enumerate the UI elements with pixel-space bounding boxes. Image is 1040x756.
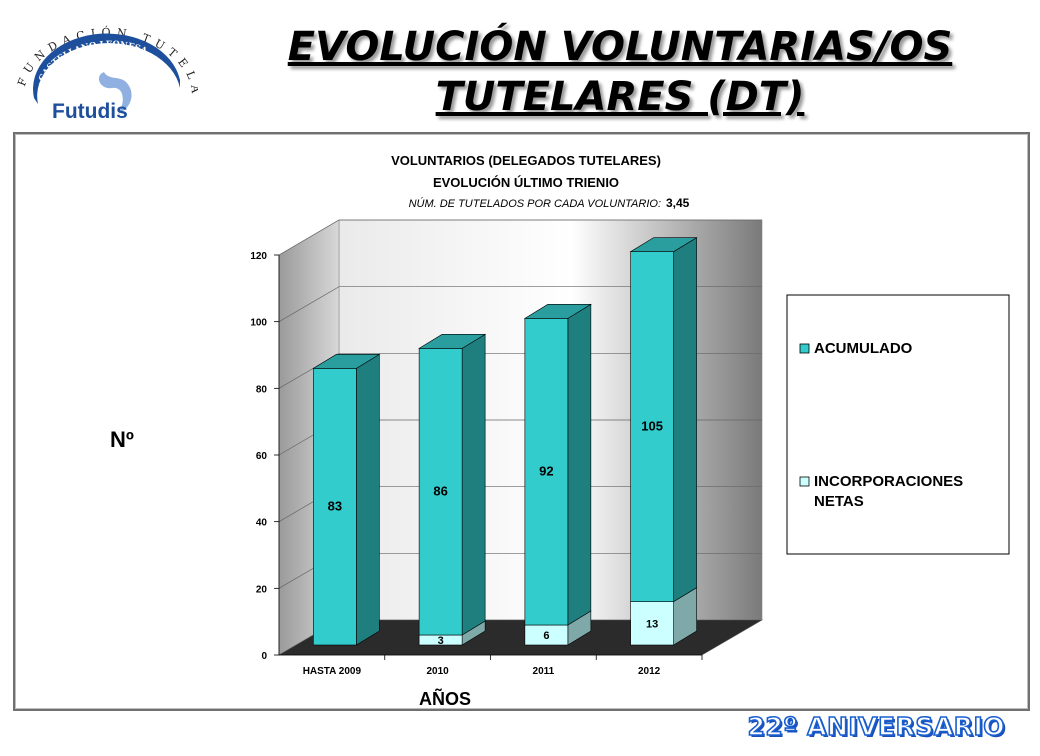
bar-acumulado-side — [461, 333, 486, 636]
legend-label-incorporaciones-line-2: NETAS — [814, 493, 864, 510]
x-tick-label: 2010 — [427, 666, 450, 677]
page-title: EVOLUCIÓN VOLUNTARIAS/OS TUTELARES (DT) — [200, 22, 1040, 122]
y-tick-label: 120 — [250, 251, 267, 262]
bar-acumulado-side — [673, 237, 697, 603]
legend-swatch-acumulado — [799, 343, 810, 354]
bar-acumulado — [313, 368, 357, 646]
chart-frame: 83 3 86 6 92 13 105 0 20 40 60 80 100 120 HASTA 2009 2… — [13, 132, 1030, 711]
legend-swatch-incorporaciones — [799, 476, 810, 487]
legend-label-incorporaciones-line-1: INCORPORACIONES — [814, 473, 963, 490]
y-axis-label: Nº — [110, 427, 134, 452]
y-tick-label: 80 — [256, 384, 268, 395]
bar-acumulado-top — [523, 304, 592, 319]
y-tick-label: 40 — [256, 518, 268, 529]
bar-incorporaciones — [630, 601, 674, 646]
bar-acumulado — [418, 348, 463, 636]
title-line-2: TUTELARES (DT) — [435, 74, 805, 120]
bar-acumulado — [524, 318, 569, 626]
y-tick-label: 60 — [256, 451, 268, 462]
chart-subtitle: EVOLUCIÓN ÚLTIMO TRIENIO — [433, 175, 619, 190]
bar-acumulado-top — [629, 237, 698, 252]
legend-label-acumulado: ACUMULADO — [814, 340, 913, 357]
data-label: 6 — [543, 630, 549, 642]
bar-acumulado — [630, 251, 674, 602]
bar-acumulado-top — [418, 334, 487, 349]
data-label: 13 — [646, 618, 658, 630]
x-tick-label: HASTA 2009 — [303, 666, 362, 677]
bar-acumulado-top — [312, 354, 381, 369]
y-tick-label: 100 — [250, 318, 267, 329]
stacked-3d-bar-chart: 83 3 86 6 92 13 105 0 20 40 60 80 100 120 HASTA 2009 2… — [110, 153, 1010, 709]
gridline — [278, 286, 762, 322]
data-label: 92 — [539, 464, 553, 479]
chart-note-value: 3,45 — [666, 196, 690, 210]
chart-note-label: NÚM. DE TUTELADOS POR CADA VOLUNTARIO: — [409, 197, 661, 210]
futudis-logo: FUNDACIÓN TUTELAR CASTELLANO LEONESA Fut… — [1, 8, 198, 130]
chart-title: VOLUNTARIOS (DELEGADOS TUTELARES) — [391, 153, 661, 168]
title-line-1: EVOLUCIÓN VOLUNTARIAS/OS — [287, 24, 953, 70]
data-label: 3 — [438, 635, 444, 647]
gridline — [278, 219, 762, 256]
legend-box — [786, 294, 1010, 555]
y-tick-label: 20 — [256, 584, 268, 595]
logo-brand: Futudis — [52, 100, 128, 123]
x-tick-label: 2011 — [533, 666, 555, 677]
data-label: 86 — [433, 484, 447, 499]
gridline — [278, 352, 762, 389]
y-tick-label: 0 — [261, 651, 267, 662]
x-axis-label: AÑOS — [419, 688, 471, 709]
bar-acumulado-side — [567, 303, 592, 626]
legend: ACUMULADO INCORPORACIONES NETAS — [786, 294, 1010, 555]
anniversary-badge: 22º ANIVERSARIO — [747, 711, 1006, 742]
x-tick-label: 2012 — [638, 666, 661, 677]
data-label: 105 — [641, 419, 663, 434]
bar-acumulado-side — [356, 353, 380, 646]
data-label: 83 — [328, 499, 342, 514]
